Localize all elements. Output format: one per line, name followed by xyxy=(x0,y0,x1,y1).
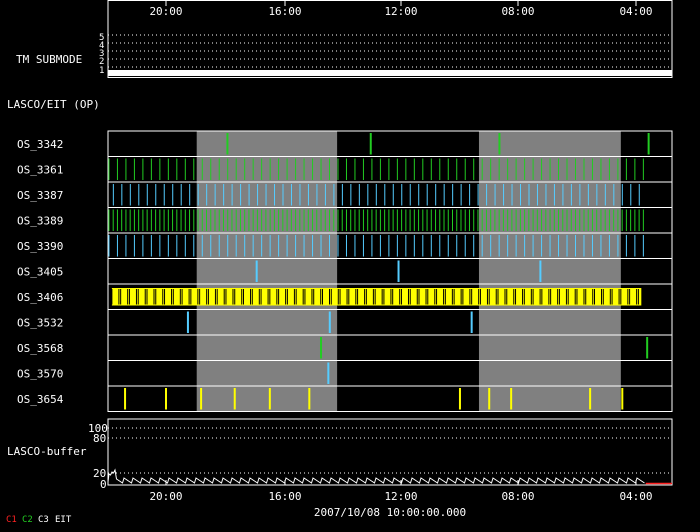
row-label-os_3387: OS_3387 xyxy=(17,189,63,202)
legend-c3: C3 xyxy=(38,515,49,525)
buffer-tick-20: 20 xyxy=(93,467,106,480)
row-label-os_3654: OS_3654 xyxy=(17,393,64,406)
row-7-event-2 xyxy=(470,311,473,333)
row-10-event-0 xyxy=(124,388,127,410)
buffer-frame xyxy=(107,418,673,486)
row-9-event-0 xyxy=(327,362,330,384)
row-label-os_3568: OS_3568 xyxy=(17,342,63,355)
row-5-event-2 xyxy=(539,260,542,282)
tm-level-3: 3 xyxy=(99,49,104,59)
legend-eit: EIT xyxy=(55,515,72,525)
row-label-os_3570: OS_3570 xyxy=(17,367,63,380)
row-labels: TM SUBMODE 5 4 3 2 1 LASCO/EIT (OP) LASC… xyxy=(7,33,108,491)
bottom-tick-label-2: 12:00 xyxy=(384,490,417,503)
bottom-tick-label-3: 08:00 xyxy=(501,490,534,503)
row-0-event-0 xyxy=(226,133,229,155)
tm-submode-level-bar xyxy=(108,70,672,76)
section-label: LASCO/EIT (OP) xyxy=(7,98,100,111)
time-axis: 20:00 16:00 12:00 08:00 04:00 20:00 16:0… xyxy=(149,5,652,503)
shaded-span-0 xyxy=(196,131,338,412)
row-10-event-10 xyxy=(621,388,624,410)
panel-frames xyxy=(107,0,673,486)
bottom-tick-label-0: 20:00 xyxy=(149,490,182,503)
top-tick-label-1: 16:00 xyxy=(268,5,301,18)
row-0-event-2 xyxy=(498,133,501,155)
row-label-os_3342: OS_3342 xyxy=(17,138,63,151)
top-tick-label-3: 08:00 xyxy=(501,5,534,18)
row-10-event-3 xyxy=(233,388,236,410)
row-10-event-1 xyxy=(165,388,167,410)
event-markers xyxy=(107,70,672,485)
tm-submode-label: TM SUBMODE xyxy=(16,53,82,66)
rows-frame xyxy=(107,130,673,412)
row-label-os_3389: OS_3389 xyxy=(17,214,63,227)
row-label-os_3390: OS_3390 xyxy=(17,240,63,253)
row-10-event-8 xyxy=(510,388,513,410)
tm-submode-frame xyxy=(107,0,673,78)
legend-c1: C1 xyxy=(6,515,17,525)
row-10-event-6 xyxy=(458,388,461,410)
row-10-event-2 xyxy=(200,388,203,410)
row-label-os_3532: OS_3532 xyxy=(17,316,63,329)
top-tick-label-2: 12:00 xyxy=(384,5,417,18)
buffer-tick-0: 0 xyxy=(100,478,107,491)
row-0-event-1 xyxy=(369,133,372,155)
buffer-label: LASCO-buffer xyxy=(7,445,87,458)
row-label-os_3405: OS_3405 xyxy=(17,265,63,278)
row-5-event-1 xyxy=(397,260,400,282)
top-tick-label-4: 04:00 xyxy=(619,5,652,18)
buffer-tick-100: 100 xyxy=(88,422,108,435)
row-label-os_3361: OS_3361 xyxy=(17,163,63,176)
footer-date: 2007/10/08 10:00:00.000 xyxy=(314,506,466,519)
row-label-os_3406: OS_3406 xyxy=(17,291,63,304)
tm-level-5: 5 xyxy=(99,33,104,43)
top-tick-label-0: 20:00 xyxy=(149,5,182,18)
legend: C1 C2 C3 EIT xyxy=(6,515,72,525)
legend-c2: C2 xyxy=(22,515,33,525)
row-10-event-9 xyxy=(589,388,592,410)
row-5-event-0 xyxy=(255,260,258,282)
row-8-event-0 xyxy=(320,337,323,359)
tm-level-4: 4 xyxy=(99,41,104,51)
tm-level-1: 1 xyxy=(99,66,104,76)
shaded-intervals xyxy=(196,131,621,412)
buffer-trace xyxy=(107,468,645,484)
bottom-tick-label-4: 04:00 xyxy=(619,490,652,503)
buffer-tick-80: 80 xyxy=(93,432,106,445)
bottom-tick-label-1: 16:00 xyxy=(268,490,301,503)
tm-level-2: 2 xyxy=(99,57,104,67)
row-8-event-1 xyxy=(646,337,649,359)
row-0-event-3 xyxy=(647,133,650,155)
row-7-event-0 xyxy=(186,311,189,333)
row-10-event-4 xyxy=(268,388,271,410)
row-10-event-5 xyxy=(308,388,311,410)
row-7-event-1 xyxy=(328,311,331,333)
row-band-6 xyxy=(111,288,642,306)
row-10-event-7 xyxy=(488,388,491,410)
